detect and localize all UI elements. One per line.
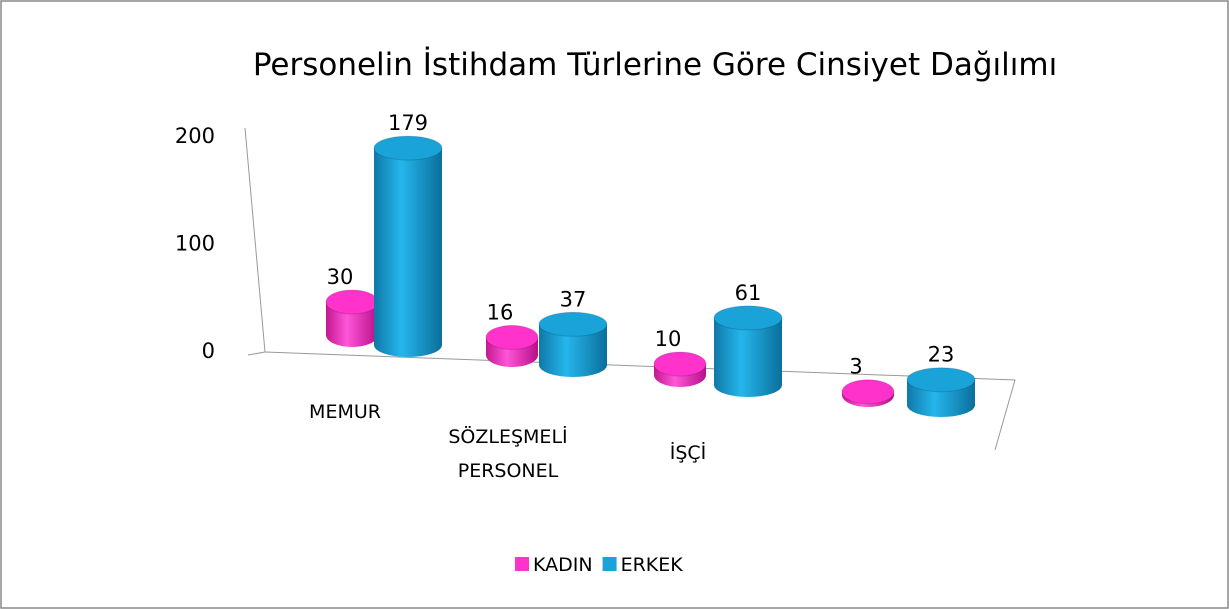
bar-top [713, 305, 783, 331]
bar-top [841, 379, 895, 405]
value-label: 16 [487, 300, 514, 324]
legend-label: KADIN [533, 554, 593, 576]
legend-swatch [602, 557, 617, 571]
x-tick-label: SÖZLEŞMELİ PERSONEL [448, 426, 568, 482]
value-label: 3 [849, 355, 862, 379]
legend-swatch [515, 557, 529, 571]
back-axis [244, 127, 266, 353]
bar [374, 148, 442, 345]
bar-top [653, 351, 707, 377]
value-label: 23 [928, 343, 955, 367]
value-label: 30 [327, 265, 354, 289]
chart-title: Personelin İstihdam Türlerine Göre Cinsi… [253, 47, 1057, 83]
bar-top [325, 289, 379, 315]
value-label: 37 [560, 287, 587, 311]
x-tick-label: MEMUR [309, 401, 381, 423]
y-tick-label: 0 [202, 339, 215, 363]
bar-top [373, 135, 443, 161]
bar-top [538, 311, 608, 337]
y-tick-label: 100 [175, 232, 215, 256]
floor-edge [247, 351, 266, 356]
x-tick-label: İŞÇİ [669, 442, 707, 464]
y-tick-label: 200 [175, 124, 215, 148]
legend-label: ERKEK [621, 554, 684, 576]
value-label: 61 [735, 281, 762, 305]
bar-top [485, 324, 539, 350]
value-label: 179 [388, 111, 428, 135]
bar-top [906, 367, 976, 393]
value-label: 10 [655, 327, 682, 351]
